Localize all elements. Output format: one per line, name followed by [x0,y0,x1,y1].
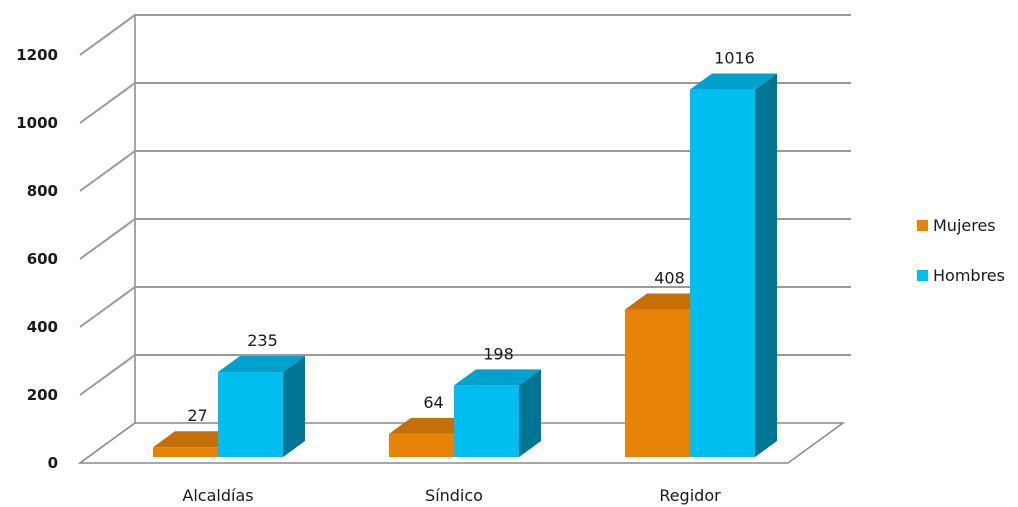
data-label: 235 [247,331,278,350]
gridlines [79,14,851,396]
legend-label-hombres: Hombres [933,266,1005,285]
legend-swatch-mujeres [917,220,928,231]
bar-side [755,73,777,458]
category-label: Síndico [425,486,483,505]
category-labels: Alcaldías Síndico Regidor [182,486,721,505]
data-labels: 27 235 64 198 408 1016 [187,49,755,426]
bar-hombres-2 [690,73,777,458]
legend-swatch-hombres [917,270,928,281]
data-label: 27 [187,406,207,425]
gridline [79,14,851,56]
bar-side [283,356,305,457]
y-tick-label: 1000 [16,114,58,132]
bar-side [519,369,541,457]
legend-label-mujeres: Mujeres [933,216,996,235]
bar-top [454,369,541,386]
bar-front [454,385,519,457]
category-label: Alcaldías [182,486,253,505]
data-label: 198 [483,344,514,363]
y-tick-label: 1200 [16,46,58,64]
y-tick-label: 800 [27,182,58,200]
y-tick-label: 0 [48,454,58,472]
data-label: 408 [654,268,685,287]
gridline [79,150,851,192]
gridline [79,82,851,124]
bar-hombres-0 [218,356,305,457]
bars [153,73,777,458]
bar-top [218,356,305,373]
legend: Mujeres Hombres [917,216,1005,285]
bar-front [690,89,755,458]
y-axis-tick-labels: 0 200 400 600 800 1000 1200 [16,46,58,472]
bar-hombres-1 [454,369,541,457]
gridline [79,218,851,260]
bar-front [625,309,690,457]
data-label: 1016 [714,49,755,68]
y-tick-label: 200 [27,386,58,404]
data-label: 64 [423,393,443,412]
gridline [79,286,851,328]
gridline [79,354,851,396]
bar-front [389,433,454,457]
bar-front [153,447,218,457]
y-tick-label: 600 [27,250,58,268]
category-label: Regidor [659,486,721,505]
bar-front [218,372,283,457]
bar-top [690,73,777,90]
y-tick-label: 400 [27,318,58,336]
